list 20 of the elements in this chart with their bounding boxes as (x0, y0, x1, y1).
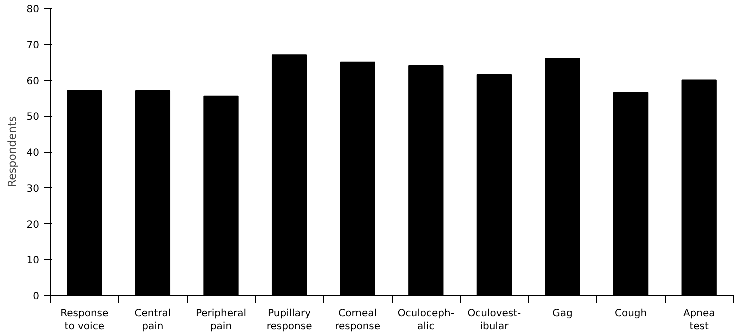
x-tick-label: Cough (614, 308, 648, 320)
y-tick-label: 0 (33, 292, 40, 302)
x-tick-label: Oculovest- ibular (468, 308, 522, 333)
y-tick-label: 50 (26, 112, 40, 124)
y-tick-label: 10 (26, 256, 40, 267)
y-axis-title: Respondents (6, 116, 19, 188)
x-tick-label: Response to voice (60, 308, 109, 333)
y-tick-label: 60 (26, 76, 40, 88)
y-tick-label: 40 (26, 148, 40, 159)
x-tick-label: Gag (552, 308, 573, 320)
x-tick-label: Central pain (134, 308, 172, 333)
y-tick-label: 80 (26, 4, 40, 16)
x-tick-label: Peripheral pain (196, 308, 247, 333)
x-tick-label: Oculoceph- alic (398, 308, 455, 333)
x-tick-label: Pupillary response (266, 308, 312, 333)
x-tick-label: Apnea test (683, 308, 716, 333)
y-tick-label: 70 (26, 40, 40, 52)
y-tick-label: 20 (26, 220, 40, 231)
x-tick-label: Corneal response (335, 308, 381, 333)
y-tick-label: 30 (26, 184, 40, 195)
